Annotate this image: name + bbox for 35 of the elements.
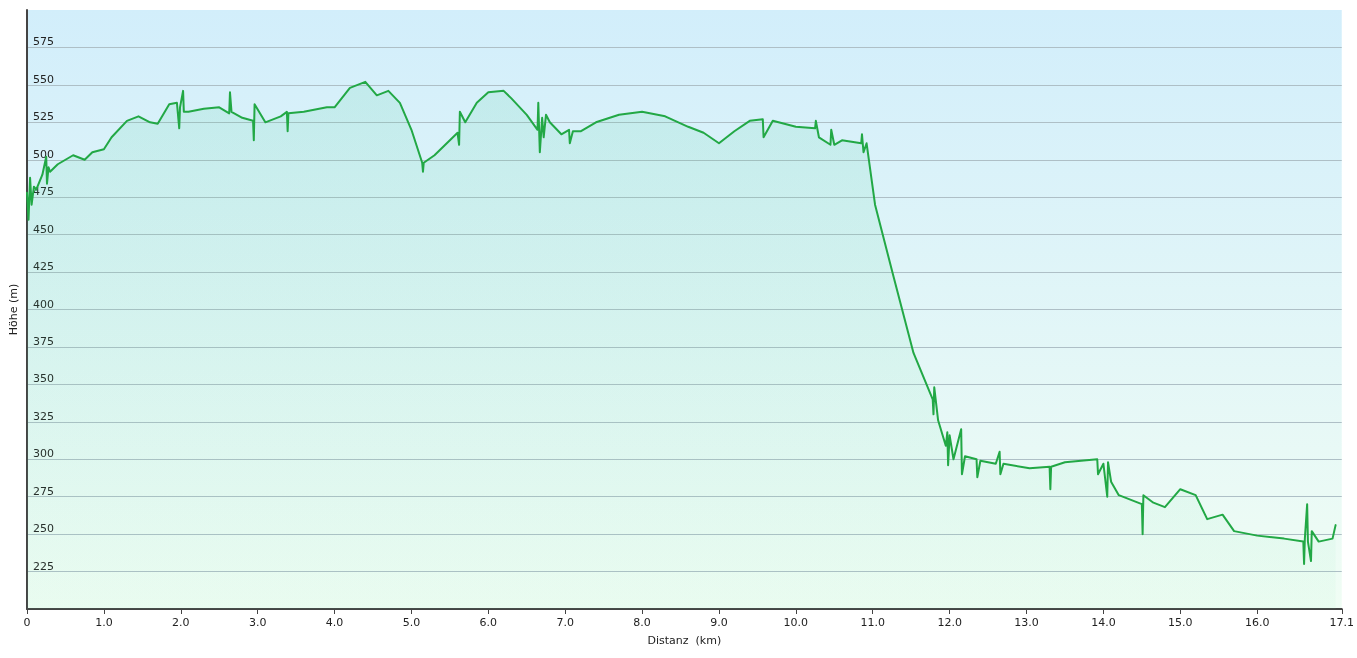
x-tick-label: 10.0 (783, 616, 809, 629)
x-tick-label: 0 (23, 616, 31, 629)
x-tick-label: 4.0 (325, 616, 344, 629)
y-tick-label: 300 (33, 447, 54, 461)
y-tick-label: 425 (33, 260, 54, 274)
y-tick-label: 450 (33, 222, 54, 236)
y-tick-label: 575 (33, 35, 54, 49)
x-tick-label: 6.0 (479, 616, 498, 629)
x-tick-label: 5.0 (402, 616, 421, 629)
y-tick-label: 325 (33, 409, 54, 423)
x-tick-label: 9.0 (710, 616, 728, 629)
y-tick-label: 550 (33, 72, 54, 86)
y-tick-label: 275 (33, 484, 54, 498)
y-tick-label: 400 (33, 297, 54, 311)
x-tick-label: 16.0 (1244, 616, 1270, 629)
y-tick-label: 525 (33, 110, 54, 124)
x-tick-label: 12.0 (937, 616, 962, 629)
y-tick-label: 375 (33, 334, 54, 348)
y-axis-title: Höhe (m) (7, 283, 20, 336)
x-axis-title: Distanz (km) (647, 634, 722, 647)
y-tick-label: 350 (33, 372, 54, 386)
x-tick-label: 1.0 (95, 616, 113, 629)
x-tick-label: 17.1 (1329, 616, 1354, 629)
x-tick-label: 8.0 (633, 616, 651, 629)
y-tick-label: 250 (33, 522, 54, 536)
x-tick-label: 3.0 (248, 616, 267, 629)
x-tick-label: 2.0 (172, 616, 190, 629)
x-tick-label: 11.0 (860, 616, 885, 629)
y-tick-label: 225 (33, 559, 54, 573)
x-tick-label: 13.0 (1014, 616, 1039, 629)
x-tick-label: 7.0 (556, 616, 574, 629)
x-tick-label: 15.0 (1168, 616, 1193, 629)
y-tick-label: 475 (33, 185, 54, 199)
y-tick-label: 500 (33, 147, 54, 161)
x-tick-label: 14.0 (1091, 616, 1116, 629)
